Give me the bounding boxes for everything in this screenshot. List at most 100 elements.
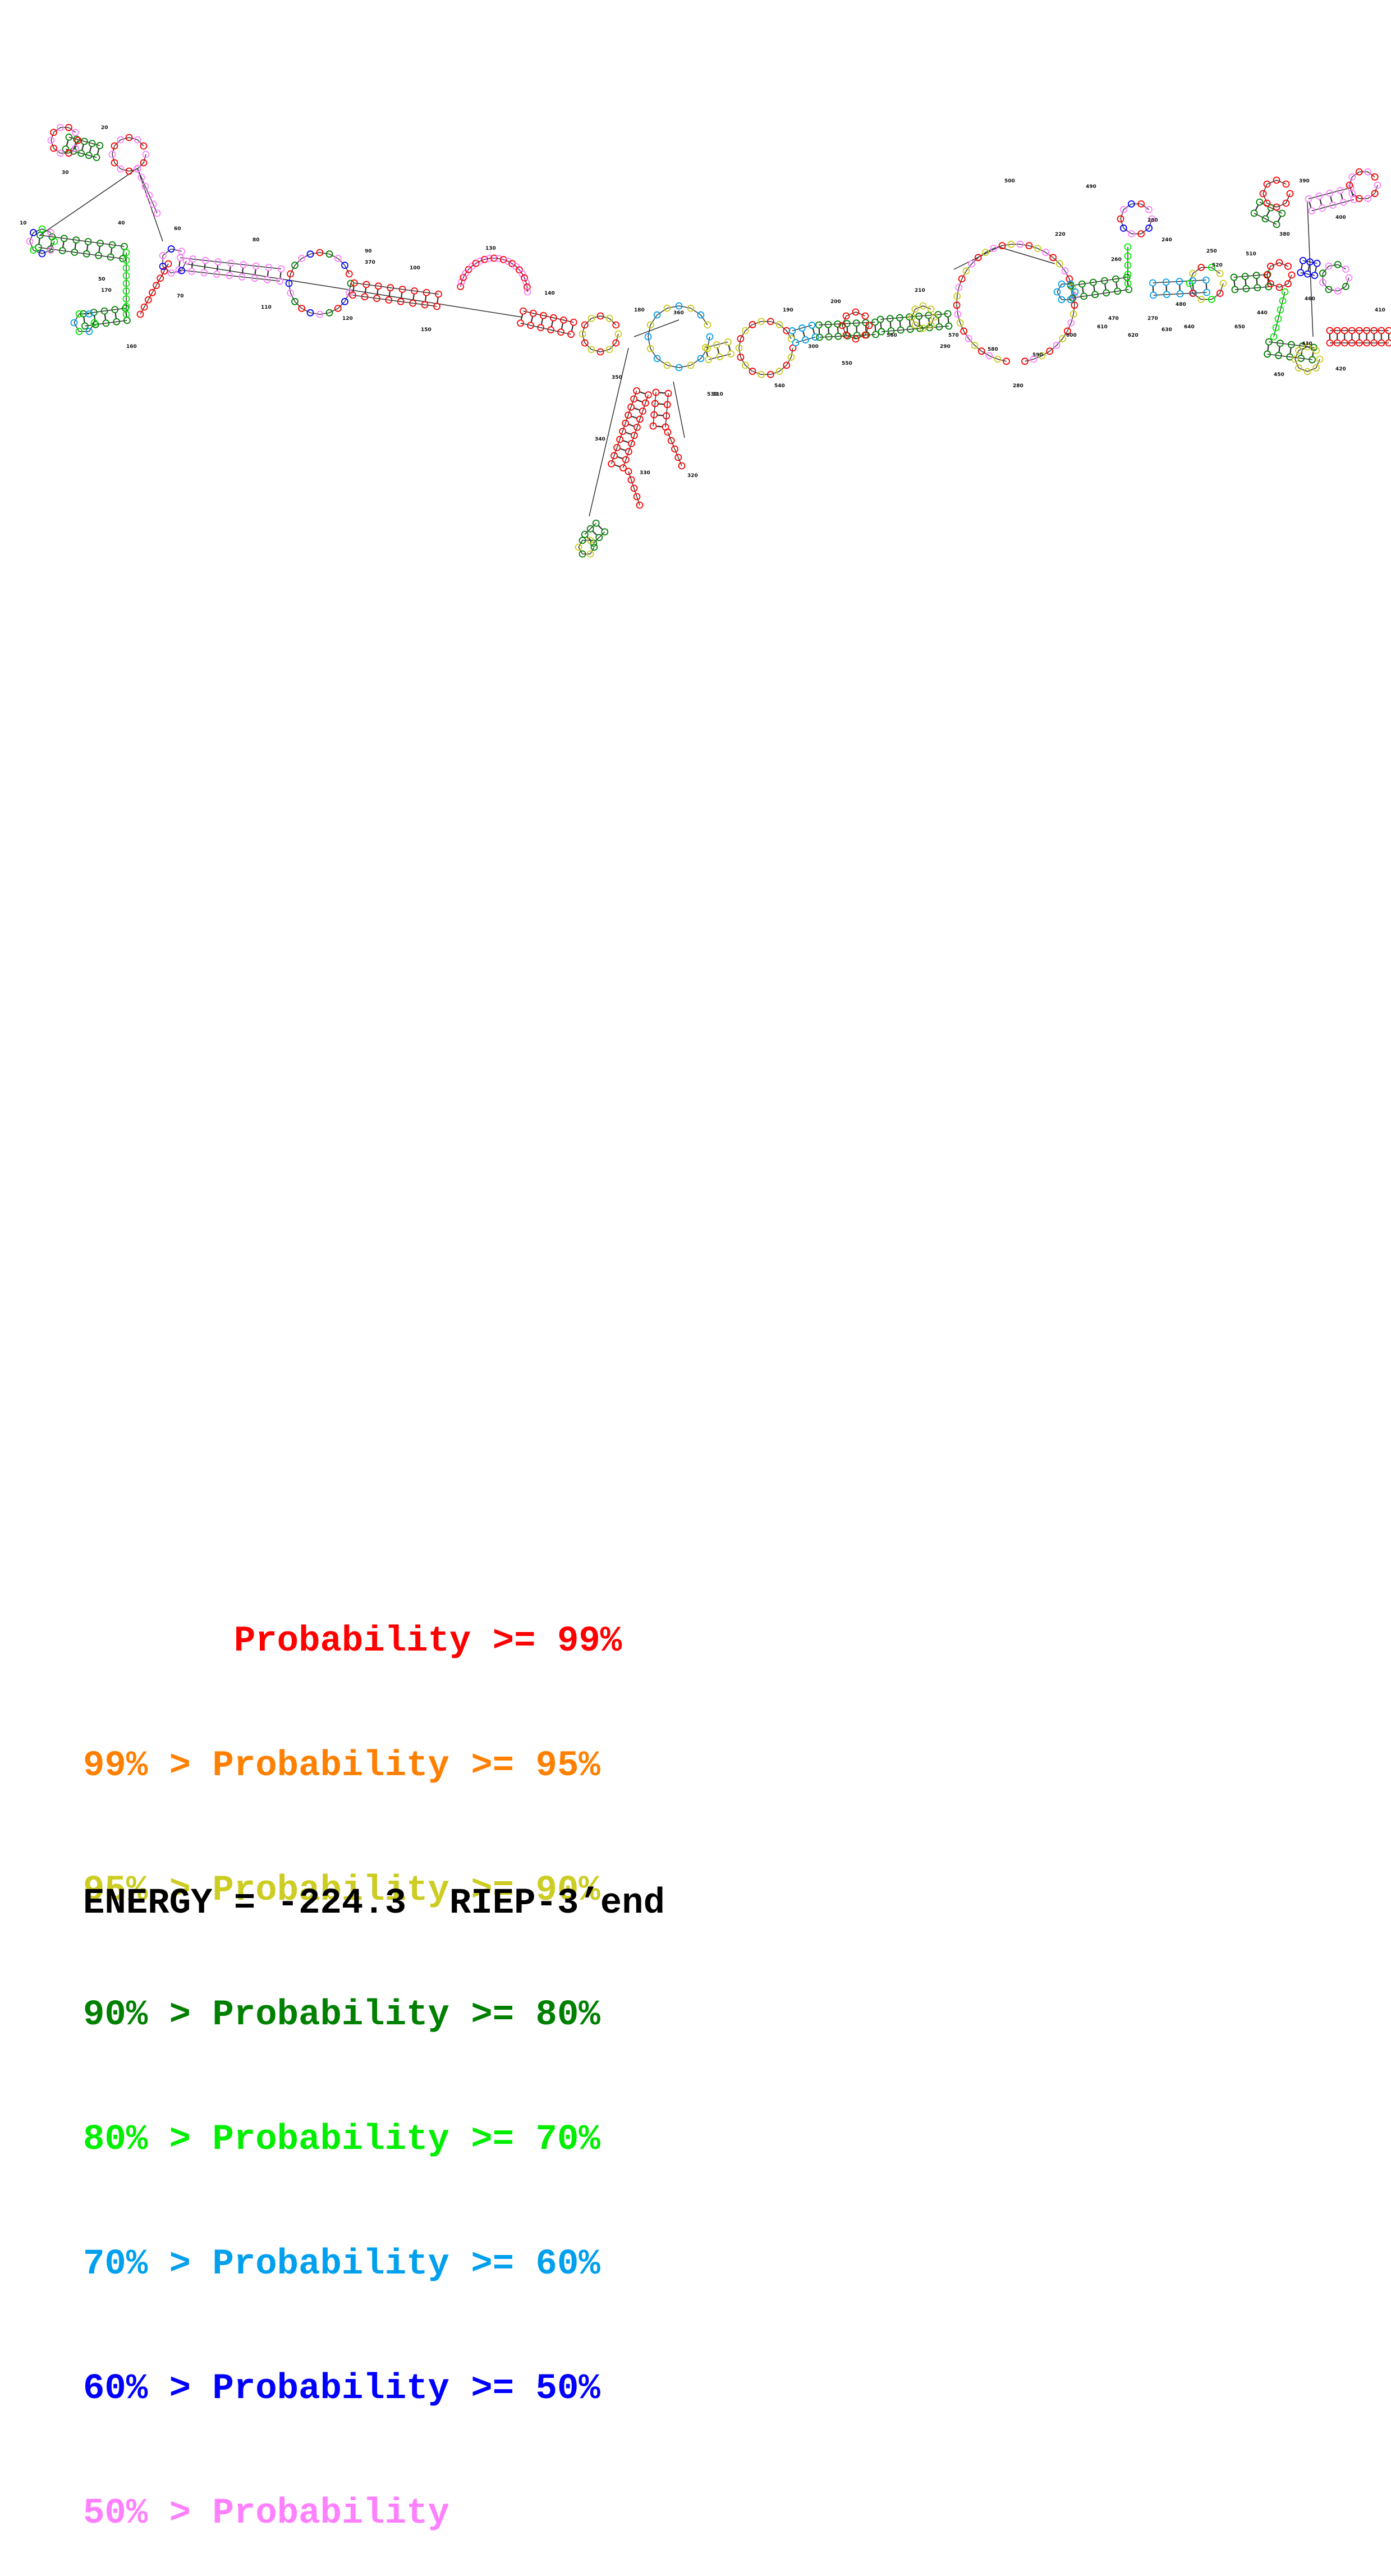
backbone-segment: [1255, 205, 1258, 211]
backbone-segment: [1263, 184, 1267, 194]
backbone-segment: [280, 272, 281, 278]
backbone-segment: [1329, 290, 1338, 291]
backbone-segment: [1267, 180, 1277, 184]
backbone-segment: [562, 323, 563, 329]
backbone-segment: [1002, 244, 1011, 245]
backbone-segment: [1301, 263, 1302, 270]
backbone-segment: [958, 314, 960, 323]
backbone-segment: [650, 349, 657, 359]
position-label: 20: [101, 125, 108, 131]
backbone-segment: [1286, 194, 1290, 203]
backbone-segment: [591, 316, 600, 318]
backbone-segment: [812, 328, 814, 334]
position-label: 170: [101, 288, 112, 294]
backbone-segment: [856, 312, 865, 316]
position-label: 110: [261, 305, 272, 310]
backbone-segment: [582, 334, 585, 343]
backbone-segment: [1057, 284, 1062, 292]
backbone-segment: [1094, 285, 1095, 292]
backbone-segment: [82, 144, 84, 151]
backbone-segment: [1277, 203, 1286, 207]
backbone-segment: [461, 282, 462, 286]
position-label: 190: [783, 308, 793, 313]
backbone-segment: [1309, 201, 1311, 208]
position-label: 500: [1004, 178, 1015, 184]
backbone-segment: [1309, 187, 1351, 199]
rna-structure-diagram: 1020304050607080901001101201301401501601…: [0, 0, 1391, 617]
position-label: 400: [1335, 215, 1346, 221]
position-label: 420: [1335, 366, 1346, 372]
backbone-segment: [179, 260, 180, 267]
backbone-segment: [600, 350, 609, 352]
backbone-segment: [1280, 301, 1283, 310]
backbone-segment: [485, 259, 489, 260]
backbone-segment: [320, 313, 329, 314]
backbone-segment: [1341, 193, 1343, 200]
backbone-segment: [242, 267, 243, 274]
backbone-segment: [1278, 310, 1280, 319]
position-label: 160: [126, 344, 137, 350]
backbone-segment: [1254, 213, 1277, 224]
backbone-segment: [598, 525, 603, 530]
backbone-segment: [204, 263, 205, 270]
position-label: 230: [1147, 218, 1158, 223]
backbone-segment: [701, 315, 708, 325]
energy-label: ENERGY = -224.3 RIEP-3’end: [83, 1883, 665, 1924]
backbone-segment: [84, 317, 85, 323]
backbone-segment: [144, 154, 146, 163]
backbone-segment: [1329, 264, 1338, 266]
backbone-segment: [105, 314, 106, 320]
backbone-segment: [291, 265, 295, 274]
backbone-segment: [1234, 274, 1268, 277]
position-label: 580: [988, 347, 998, 352]
backbone-segment: [1312, 200, 1354, 211]
position-label: 290: [940, 344, 951, 350]
position-label: 410: [1375, 308, 1385, 313]
backbone-segment: [619, 448, 626, 451]
backbone-segment: [656, 426, 663, 427]
backbone-segment: [1266, 210, 1269, 217]
backbone-segment: [616, 334, 618, 343]
legend-row-4: 90% > Probability >= 80%: [83, 1995, 622, 2036]
position-label: 450: [1274, 372, 1284, 378]
backbone-segment: [51, 140, 54, 148]
backbone-segment: [437, 297, 438, 304]
backbone-segment: [112, 146, 114, 154]
backbone-segment: [499, 259, 503, 260]
backbone-segment: [1263, 194, 1267, 203]
position-label: 370: [365, 260, 375, 265]
position-label: 510: [1246, 251, 1256, 257]
position-label: 540: [774, 383, 785, 389]
position-label: 70: [177, 294, 184, 299]
backbone-segment: [289, 274, 291, 283]
backbone-segment: [111, 247, 112, 254]
backbone-segment: [112, 154, 114, 163]
position-label: 60: [174, 226, 181, 232]
backbone-segment: [66, 140, 68, 146]
backbone-segment: [1274, 328, 1276, 337]
backbone-segment: [691, 308, 701, 315]
backbone-segment: [1320, 199, 1321, 205]
backbone-segment: [526, 282, 527, 287]
backbone-segment: [1260, 202, 1282, 213]
backbone-segment: [882, 326, 949, 332]
position-label: 270: [1147, 316, 1158, 322]
nucleotide-26: [66, 134, 72, 140]
backbone-segment: [97, 148, 99, 155]
backbone-segment: [1235, 287, 1269, 290]
backbone-segment: [494, 258, 498, 259]
backbone-segment: [631, 416, 637, 418]
position-label: 520: [1212, 263, 1223, 268]
backbone-segment: [121, 137, 129, 140]
backbone-segment: [289, 283, 291, 293]
backbone-segment: [531, 316, 533, 323]
position-label: 590: [1032, 352, 1043, 358]
backbone-segment: [1116, 282, 1117, 288]
backbone-segment: [1057, 292, 1062, 300]
backbone-segment: [1166, 285, 1167, 292]
position-label: 360: [673, 310, 684, 316]
backbone-segment: [1268, 345, 1269, 351]
position-label: 50: [98, 277, 105, 282]
backbone-segment: [1154, 292, 1207, 295]
backbone-segment: [803, 331, 805, 337]
